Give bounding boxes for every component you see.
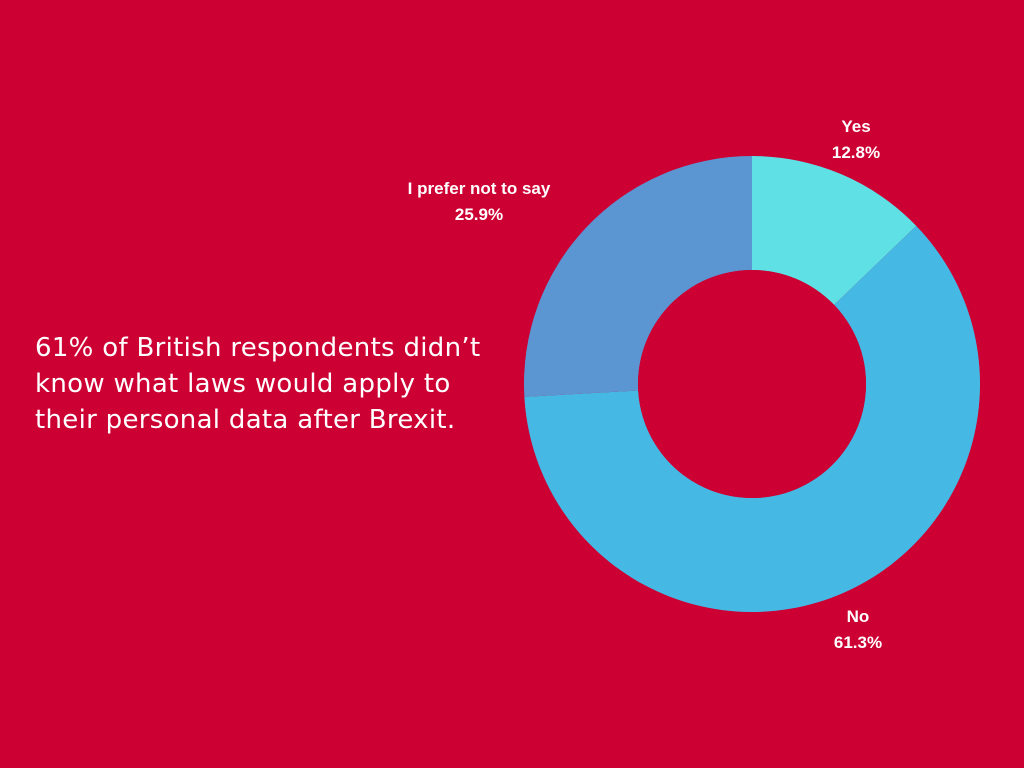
slice-label: I prefer not to say — [408, 179, 551, 198]
slice-value-label: 25.9% — [455, 205, 503, 224]
slice-label: No — [847, 607, 870, 626]
donut-slice-yes — [752, 156, 917, 305]
donut-labels: Yes 12.8% No 61.3% I prefer not to say 25.9% — [408, 117, 882, 652]
slice-label: Yes — [841, 117, 870, 136]
donut-hole — [638, 270, 866, 498]
headline-text: 61% of British respondents didn’t know w… — [35, 333, 481, 435]
donut-slices — [524, 156, 980, 612]
donut-slice-no — [524, 225, 980, 612]
donut-slice-i-prefer-not-to-say — [524, 156, 752, 397]
slice-value-label: 61.3% — [834, 633, 882, 652]
slice-value-label: 12.8% — [832, 143, 880, 162]
